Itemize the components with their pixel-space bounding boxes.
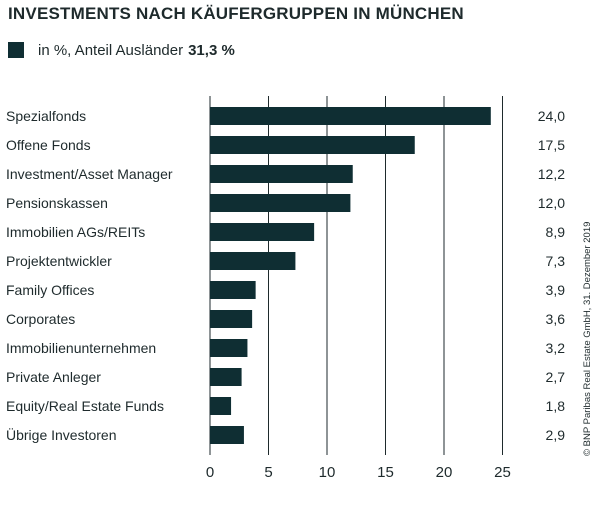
- legend-swatch: [8, 42, 24, 58]
- value-label: 12,2: [538, 166, 565, 182]
- category-label: Immobilien AGs/REITs: [6, 224, 145, 240]
- value-label: 24,0: [538, 108, 565, 124]
- category-label: Spezialfonds: [6, 108, 86, 124]
- value-label: 17,5: [538, 137, 565, 153]
- category-label: Übrige Investoren: [6, 426, 117, 443]
- value-label: 1,8: [546, 398, 566, 414]
- bar: [210, 310, 253, 328]
- legend-label: in %, Anteil Ausländer: [38, 41, 184, 59]
- bar: [210, 281, 256, 299]
- bar: [210, 107, 491, 125]
- bar: [210, 368, 242, 386]
- bar: [210, 397, 232, 415]
- bar: [210, 136, 415, 154]
- bar: [210, 339, 248, 357]
- x-tick-label: 25: [494, 464, 511, 481]
- source-note: © BNP Paribas Real Estate GmbH, 31. Deze…: [582, 221, 593, 456]
- value-label: 3,2: [546, 340, 566, 356]
- category-label: Corporates: [6, 311, 75, 327]
- bar: [210, 426, 244, 444]
- value-label: 3,9: [546, 282, 566, 298]
- value-label: 3,6: [546, 311, 566, 327]
- bar: [210, 252, 296, 270]
- value-label: 8,9: [546, 224, 566, 240]
- value-label: 2,9: [546, 427, 566, 443]
- category-label: Investment/Asset Manager: [6, 166, 173, 182]
- x-tick-label: 5: [264, 464, 272, 481]
- category-label: Equity/Real Estate Funds: [6, 398, 164, 414]
- bar: [210, 194, 351, 212]
- bar: [210, 223, 315, 241]
- category-label: Family Offices: [6, 282, 94, 298]
- category-label: Projektentwickler: [6, 253, 112, 269]
- category-label: Immobilienunternehmen: [6, 340, 156, 356]
- x-tick-label: 10: [319, 464, 336, 481]
- legend: in %, Anteil Ausländer 31,3 %: [8, 40, 235, 60]
- category-label: Offene Fonds: [6, 137, 91, 153]
- bar: [210, 165, 353, 183]
- value-label: 7,3: [546, 253, 566, 269]
- legend-foreign-share: 31,3 %: [188, 41, 235, 59]
- x-tick-label: 0: [206, 464, 214, 481]
- value-label: 12,0: [538, 195, 565, 211]
- x-tick-label: 20: [436, 464, 453, 481]
- x-tick-label: 15: [377, 464, 394, 481]
- category-label: Pensionskassen: [6, 195, 108, 211]
- category-label: Private Anleger: [6, 369, 101, 385]
- chart-title: INVESTMENTS NACH KÄUFERGRUPPEN IN MÜNCHE…: [8, 4, 464, 23]
- value-label: 2,7: [546, 369, 566, 385]
